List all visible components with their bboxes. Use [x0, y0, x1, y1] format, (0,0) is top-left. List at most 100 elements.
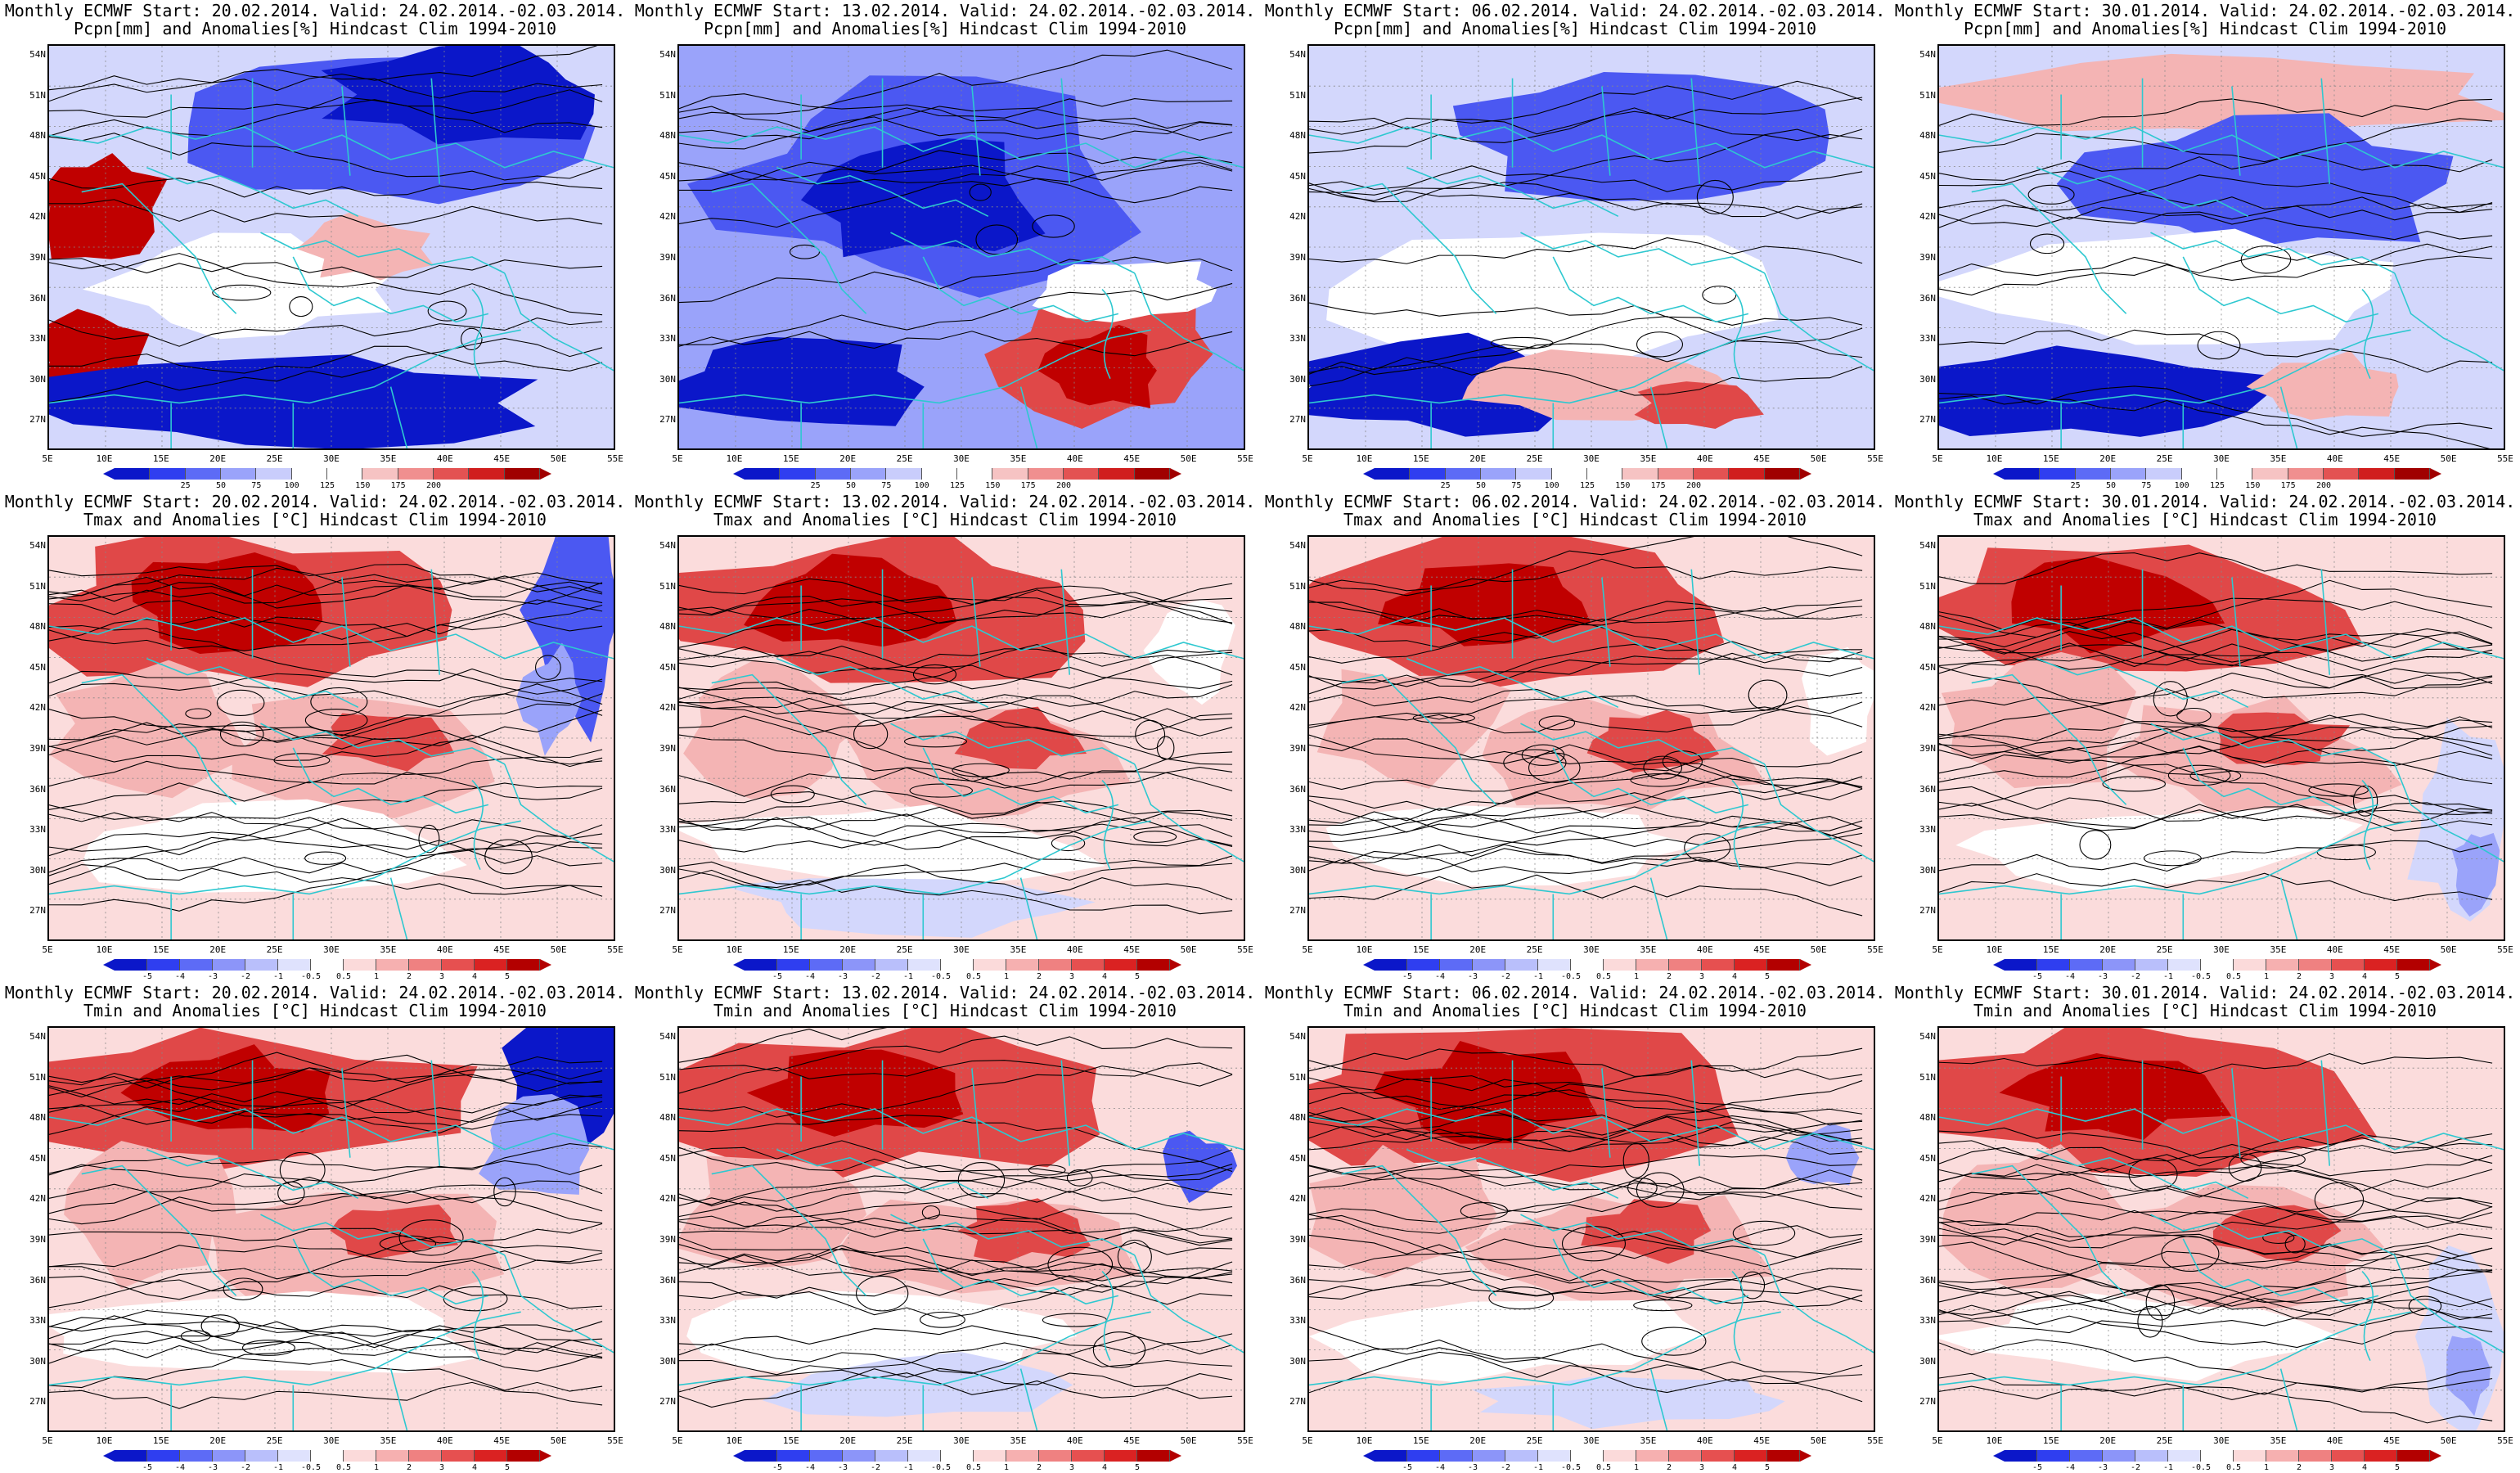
lat-label: 27N [29, 414, 46, 426]
colorbar-segment [1764, 468, 1800, 480]
colorbar-segment [1445, 468, 1481, 480]
colorbar-segment [908, 959, 941, 971]
colorbar-tick-label: -4 [174, 1463, 186, 1472]
anomaly-region [1999, 1052, 2232, 1140]
lat-label: 33N [1289, 1315, 1306, 1327]
lon-label: 35E [1010, 453, 1027, 464]
colorbar-tick-label: -5 [2032, 1463, 2043, 1472]
colorbar-segment [376, 1450, 409, 1462]
lon-label: 25E [896, 1435, 913, 1446]
colorbar-tick-label: 150 [1615, 481, 1631, 490]
colorbar-segment [745, 959, 777, 971]
lon-label: 25E [2156, 453, 2173, 464]
panel-subtitle: Tmax and Anomalies [°C] Hindcast Clim 19… [713, 510, 1177, 529]
colorbar-tick-label: 4 [1731, 972, 1738, 981]
colorbar-arrow-left [733, 1450, 745, 1462]
lat-label: 42N [1919, 702, 1936, 714]
lat-label: 51N [29, 89, 46, 101]
map-panel-pcpn-3: Monthly ECMWF Start: 06.02.2014. Valid: … [1260, 0, 1890, 491]
colorbar-segment [1134, 468, 1170, 480]
map-area [1937, 1026, 2505, 1432]
lon-label: 50E [550, 453, 567, 464]
colorbar-tick-label: 0.5 [2225, 1463, 2242, 1472]
anomaly-region [1326, 232, 1779, 363]
colorbar: -5 -4 -3 -2 -1 -0.5 0.5 1 2 3 4 5 [1993, 959, 2441, 981]
lon-label: 50E [1810, 453, 1827, 464]
colorbar-segment [941, 959, 974, 971]
anomaly-region [1939, 1293, 2339, 1381]
panel-subtitle: Tmin and Anomalies [°C] Hindcast Clim 19… [713, 1001, 1177, 1020]
colorbar-tick-label: 0.5 [1595, 1463, 1612, 1472]
colorbar-tick-label: 4 [471, 972, 478, 981]
map-area [1937, 44, 2505, 450]
colorbar-tick-label: -1 [2162, 972, 2174, 981]
colorbar-tick-label: 3 [2329, 972, 2335, 981]
lat-label: 42N [1289, 211, 1306, 223]
colorbar-segment [327, 468, 363, 480]
colorbar-tick-label: 175 [1020, 481, 1036, 490]
colorbar-tick-label: -2 [240, 972, 251, 981]
colorbar: -5 -4 -3 -2 -1 -0.5 0.5 1 2 3 4 5 [103, 959, 551, 981]
colorbar: -5 -4 -3 -2 -1 -0.5 0.5 1 2 3 4 5 [733, 1450, 1181, 1472]
colorbar-segment [311, 959, 344, 971]
lon-label: 20E [2099, 453, 2117, 464]
panel-subtitle: Tmax and Anomalies [°C] Hindcast Clim 19… [1973, 510, 2437, 529]
colorbar-tick-label: 50 [845, 481, 857, 490]
colorbar-arrow-right [1170, 959, 1181, 971]
lat-label: 54N [1919, 540, 1936, 551]
lat-label: 33N [1289, 333, 1306, 345]
lat-label: 30N [1289, 1355, 1306, 1367]
colorbar-segment [344, 1450, 376, 1462]
colorbar-segment [1375, 1450, 1407, 1462]
colorbar: -5 -4 -3 -2 -1 -0.5 0.5 1 2 3 4 5 [1993, 1450, 2441, 1472]
anomaly-region [120, 1044, 331, 1133]
colorbar-tick-label: -0.5 [1560, 1463, 1582, 1472]
map-area [1307, 1026, 1875, 1432]
anomaly-region [1309, 1300, 1708, 1383]
colorbar-segment [1407, 1450, 1440, 1462]
colorbar: 25 50 75 100 125 150 175 200 [1363, 468, 1811, 490]
colorbar-tick-label: -3 [837, 972, 848, 981]
colorbar-arrow-left [1363, 1450, 1375, 1462]
country-borders [49, 1060, 614, 1430]
colorbar-segment [2394, 468, 2430, 480]
colorbar-segment [1516, 468, 1552, 480]
climatology-contours [49, 564, 603, 912]
colorbar-segment [1473, 959, 1505, 971]
colorbar-arrow-right [1170, 468, 1181, 480]
colorbar-segment [2266, 959, 2299, 971]
lon-label: 30E [953, 1435, 970, 1446]
anomaly-region [762, 1352, 1073, 1417]
panel-title: Monthly ECMWF Start: 30.01.2014. Valid: … [1894, 983, 2516, 1002]
colorbar-segment [2217, 468, 2253, 480]
colorbar-tick-label: 75 [251, 481, 262, 490]
lon-label: 55E [1237, 453, 1253, 464]
panel-subtitle: Tmax and Anomalies [°C] Hindcast Clim 19… [83, 510, 547, 529]
colorbar-segment [1137, 959, 1170, 971]
colorbar-segment [2005, 468, 2041, 480]
colorbar-segment [2135, 959, 2168, 971]
map-panel-tmin-2: Monthly ECMWF Start: 13.02.2014. Valid: … [630, 982, 1260, 1473]
lon-label: 15E [782, 453, 799, 464]
colorbar-segment [810, 959, 843, 971]
lat-label: 33N [29, 1315, 46, 1327]
map-svg [1309, 537, 1874, 939]
lon-label: 25E [2156, 1435, 2173, 1446]
climatology-contours [1939, 552, 2493, 902]
colorbar-tick-label: -0.5 [2190, 972, 2212, 981]
colorbar-tick-label: 0.5 [335, 1463, 352, 1472]
colorbar-arrow-right [2430, 1450, 2441, 1462]
panel-title: Monthly ECMWF Start: 20.02.2014. Valid: … [4, 1, 626, 20]
panel-title: Monthly ECMWF Start: 06.02.2014. Valid: … [1264, 492, 1886, 511]
colorbar-segment [469, 468, 505, 480]
panel-title: Monthly ECMWF Start: 13.02.2014. Valid: … [634, 983, 1256, 1002]
colorbar-tick-label: -4 [174, 972, 186, 981]
colorbar-tick-label: 3 [439, 972, 445, 981]
colorbar-segment [780, 468, 816, 480]
panel-subtitle: Pcpn[mm] and Anomalies[%] Hindcast Clim … [1333, 19, 1816, 38]
colorbar-segment [1440, 1450, 1473, 1462]
lon-label: 35E [2270, 1435, 2287, 1446]
lon-label: 55E [2497, 1435, 2513, 1446]
colorbar-segment [941, 1450, 974, 1462]
lon-label: 5E [1932, 944, 1943, 955]
